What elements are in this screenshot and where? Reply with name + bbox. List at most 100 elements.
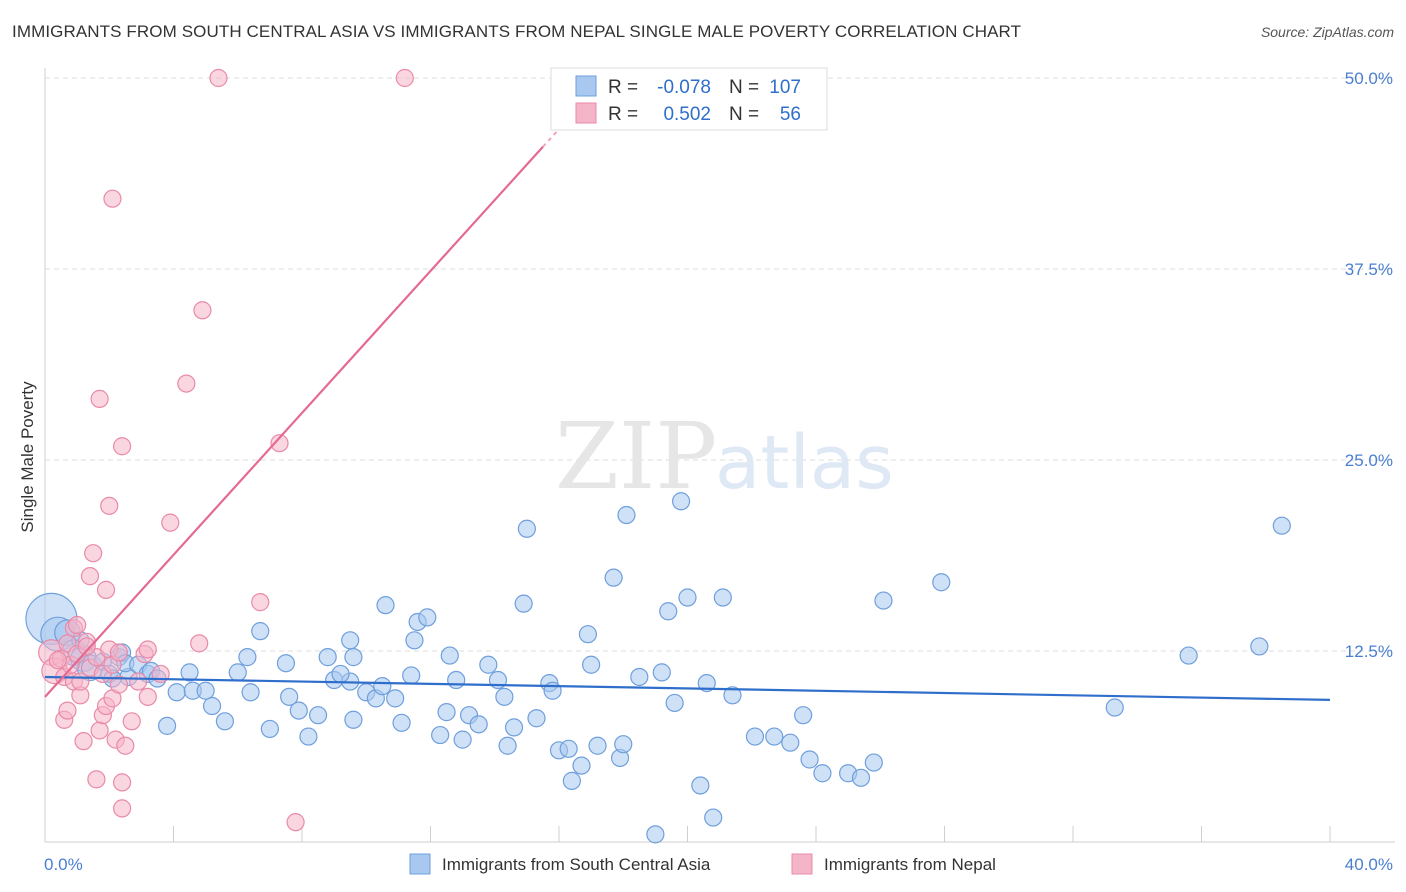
y-tick-label-1: 25.0% <box>1345 451 1393 470</box>
point-nepal-52 <box>286 813 305 832</box>
stats-n-value-pink: 56 <box>780 104 801 125</box>
y-tick-label-2: 37.5% <box>1345 260 1393 279</box>
stats-n-value-blue: 107 <box>769 77 801 98</box>
point-nepal-48 <box>193 301 212 320</box>
point-nepal-16 <box>80 567 100 586</box>
point-nepal-14 <box>74 732 93 751</box>
watermark-zip: ZIP <box>555 403 717 510</box>
point-nepal-33 <box>103 189 122 208</box>
point-south-central-asia-90 <box>794 706 813 725</box>
trend-line-south-central-asia <box>44 675 1331 701</box>
point-south-central-asia-56 <box>495 687 514 706</box>
point-south-central-asia-70 <box>588 736 607 755</box>
point-south-central-asia-94 <box>851 768 871 787</box>
point-south-central-asia-24 <box>241 683 260 702</box>
point-south-central-asia-65 <box>559 739 578 758</box>
point-south-central-asia-30 <box>299 727 318 746</box>
point-nepal-32 <box>109 643 128 662</box>
point-nepal-8 <box>58 701 77 720</box>
point-south-central-asia-37 <box>344 710 363 729</box>
point-nepal-54 <box>77 637 96 656</box>
point-south-central-asia-42 <box>376 596 395 615</box>
point-south-central-asia-17 <box>180 663 199 682</box>
point-south-central-asia-95 <box>864 753 883 772</box>
point-south-central-asia-26 <box>260 719 279 739</box>
point-south-central-asia-106 <box>440 646 459 665</box>
trend-lines <box>44 100 1331 701</box>
point-south-central-asia-36 <box>344 648 363 667</box>
x-tick-label-0: 0.0% <box>44 855 83 874</box>
point-south-central-asia-88 <box>765 727 784 746</box>
point-south-central-asia-105 <box>331 664 350 684</box>
point-south-central-asia-75 <box>630 667 649 687</box>
point-south-central-asia-89 <box>781 733 800 752</box>
point-south-central-asia-32 <box>318 648 337 667</box>
point-south-central-asia-44 <box>402 666 421 685</box>
point-south-central-asia-97 <box>932 573 951 592</box>
stats-swatch-pink <box>575 102 597 124</box>
point-south-central-asia-18 <box>157 716 177 735</box>
point-nepal-40 <box>129 672 148 691</box>
point-south-central-asia-41 <box>386 689 405 708</box>
chart-source: Source: ZipAtlas.com <box>1260 24 1394 40</box>
point-south-central-asia-59 <box>514 594 533 613</box>
stats-r-value-blue: -0.078 <box>657 77 711 98</box>
y-tick-labels: 12.5% 25.0% 37.5% 50.0% <box>1345 69 1393 661</box>
point-south-central-asia-21 <box>215 712 234 731</box>
trend-line-nepal <box>44 146 544 698</box>
point-nepal-49 <box>209 68 228 88</box>
stats-n-label-blue: N = <box>729 77 759 98</box>
point-south-central-asia-86 <box>723 686 742 705</box>
point-south-central-asia-78 <box>659 602 678 621</box>
point-south-central-asia-61 <box>527 709 546 728</box>
point-nepal-18 <box>84 544 103 563</box>
point-nepal-50 <box>251 593 270 612</box>
legend-swatch-south-central-asia <box>409 853 431 875</box>
point-south-central-asia-98 <box>1105 698 1124 717</box>
point-south-central-asia-79 <box>665 693 684 713</box>
point-south-central-asia-40 <box>373 677 392 696</box>
point-south-central-asia-49 <box>437 703 456 722</box>
point-south-central-asia-53 <box>469 715 488 734</box>
point-nepal-37 <box>112 437 132 456</box>
point-south-central-asia-96 <box>874 591 893 610</box>
point-nepal-39 <box>122 712 141 731</box>
point-south-central-asia-99 <box>1179 646 1198 665</box>
point-south-central-asia-66 <box>562 771 581 790</box>
point-south-central-asia-76 <box>646 825 665 844</box>
point-south-central-asia-101 <box>1272 516 1291 535</box>
point-south-central-asia-27 <box>276 654 296 673</box>
point-south-central-asia-71 <box>604 568 623 587</box>
point-nepal-53 <box>395 68 414 88</box>
point-south-central-asia-50 <box>447 670 466 690</box>
point-south-central-asia-85 <box>713 588 732 607</box>
point-south-central-asia-25 <box>251 622 270 641</box>
stats-r-value-pink: 0.502 <box>663 104 711 125</box>
point-nepal-10 <box>68 615 87 635</box>
point-south-central-asia-91 <box>800 750 819 769</box>
point-nepal-20 <box>87 770 106 789</box>
point-nepal-38 <box>116 736 135 755</box>
stats-r-label-pink: R = <box>608 104 638 125</box>
point-south-central-asia-104 <box>196 681 215 700</box>
point-nepal-42 <box>138 687 157 706</box>
point-south-central-asia-92 <box>813 764 832 783</box>
point-nepal-26 <box>96 580 116 599</box>
stats-n-label-pink: N = <box>729 104 759 125</box>
point-south-central-asia-82 <box>691 776 710 795</box>
watermark: ZIP atlas <box>555 403 894 510</box>
point-south-central-asia-67 <box>572 756 591 775</box>
point-nepal-34 <box>109 675 128 694</box>
point-nepal-35 <box>112 799 132 818</box>
bottom-legend: Immigrants from South Central Asia Immig… <box>409 853 996 875</box>
point-south-central-asia-73 <box>614 735 633 754</box>
point-nepal-46 <box>177 374 196 393</box>
point-nepal-43 <box>138 640 157 659</box>
y-tick-label-3: 50.0% <box>1345 69 1393 88</box>
point-south-central-asia-16 <box>167 683 186 702</box>
point-south-central-asia-80 <box>671 492 691 511</box>
point-south-central-asia-31 <box>308 706 328 725</box>
point-south-central-asia-51 <box>453 730 472 749</box>
legend-label-nepal: Immigrants from Nepal <box>824 855 996 874</box>
